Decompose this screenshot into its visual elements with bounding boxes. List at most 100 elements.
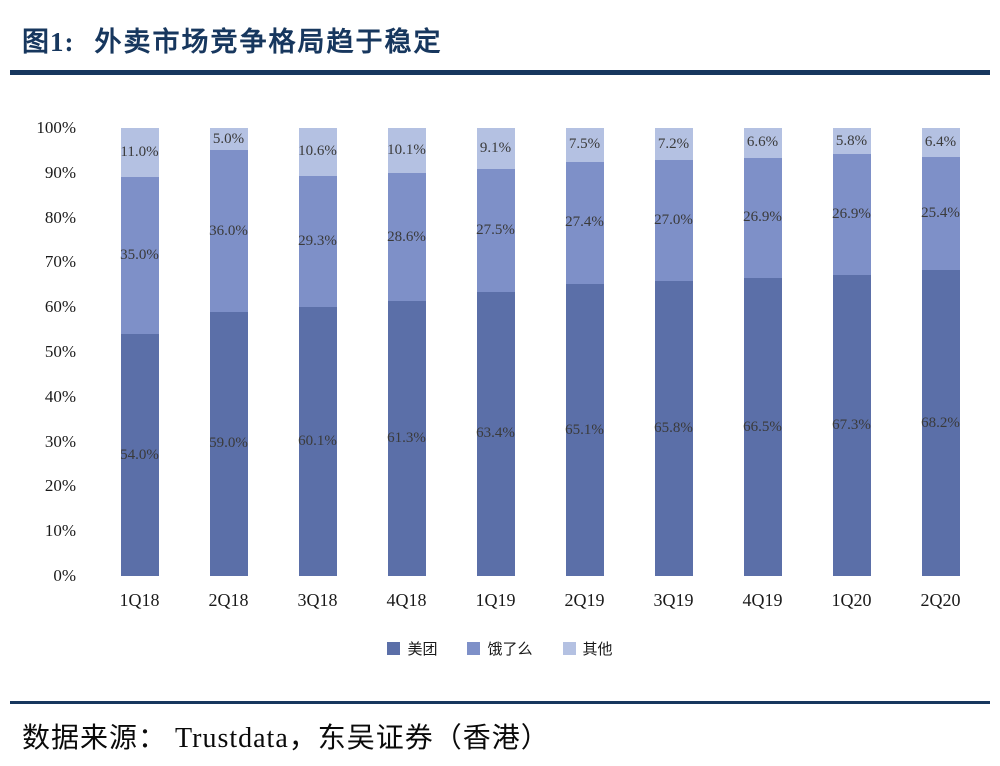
bar-value-label: 10.1% <box>387 142 426 159</box>
stacked-bar: 65.8% 27.0% 7.2% <box>654 128 693 576</box>
bar-segment-eleme: 27.0% <box>654 160 693 282</box>
x-axis-label: 3Q19 <box>653 590 694 610</box>
bar-value-label: 6.6% <box>746 134 779 151</box>
bar-column: 59.0% 36.0% 5.0% <box>184 128 273 576</box>
bar-segment-others: 7.2% <box>654 128 693 161</box>
legend: 美团 饿了么 其他 <box>0 638 1000 659</box>
x-axis-label: 4Q19 <box>742 590 783 610</box>
stacked-bar: 60.1% 29.3% 10.6% <box>298 128 337 576</box>
stacked-bar: 61.3% 28.6% 10.1% <box>387 128 426 576</box>
y-axis-label: 70% <box>44 252 76 272</box>
bar-segment-eleme: 35.0% <box>120 177 159 335</box>
x-axis-label: 2Q20 <box>920 590 961 610</box>
y-axis-label: 0% <box>53 566 76 585</box>
bar-value-label: 11.0% <box>120 144 159 161</box>
bar-segment-meituan: 67.3% <box>832 274 871 576</box>
x-axis-label: 2Q19 <box>564 590 605 610</box>
bar-segment-meituan: 54.0% <box>120 334 159 576</box>
figure-number: 图1: <box>22 27 75 57</box>
legend-item-meituan: 美团 <box>387 638 437 659</box>
bar-value-label: 67.3% <box>832 416 871 433</box>
bar-value-label: 25.4% <box>921 205 960 222</box>
bar-column: 65.1% 27.4% 7.5% <box>540 128 629 576</box>
bar-value-label: 27.0% <box>654 212 693 229</box>
bar-segment-eleme: 36.0% <box>209 150 248 312</box>
bar-segment-meituan: 65.8% <box>654 281 693 576</box>
y-axis-label: 10% <box>44 521 76 541</box>
bar-value-label: 10.6% <box>298 143 337 160</box>
bar-value-label: 26.9% <box>832 205 871 222</box>
bar-value-label: 7.5% <box>568 136 601 153</box>
bar-column: 66.5% 26.9% 6.6% <box>718 128 807 576</box>
bar-value-label: 5.0% <box>212 130 245 147</box>
bar-column: 67.3% 26.9% 5.8% <box>807 128 896 576</box>
x-axis-label: 1Q19 <box>475 590 516 610</box>
bar-segment-others: 5.8% <box>832 128 871 154</box>
bar-segment-eleme: 27.5% <box>476 168 515 292</box>
bar-column: 61.3% 28.6% 10.1% <box>362 128 451 576</box>
bar-segment-eleme: 26.9% <box>743 157 782 279</box>
x-axis-label: 3Q18 <box>297 590 338 610</box>
y-axis-label: 40% <box>44 386 76 406</box>
y-axis-label: 100% <box>36 118 76 137</box>
legend-swatch <box>467 642 481 655</box>
footer-divider <box>10 701 990 704</box>
bar-segment-eleme: 25.4% <box>921 156 960 271</box>
bar-column: 60.1% 29.3% 10.6% <box>273 128 362 576</box>
legend-swatch <box>387 642 401 655</box>
bar-value-label: 66.5% <box>743 418 782 435</box>
legend-item-eleme: 饿了么 <box>467 638 533 659</box>
y-axis: 0% 10% 20% 30% 40% 50% 60% 70% 80% 90% 100% <box>0 118 80 585</box>
stacked-bar: 66.5% 26.9% 6.6% <box>743 128 782 576</box>
bar-value-label: 6.4% <box>924 133 957 150</box>
plot-area: 54.0% 35.0% 11.0% 59.0% 36.0% 5.0% 60.1% 29.3% 1… <box>95 128 985 576</box>
bar-segment-meituan: 61.3% <box>387 301 426 576</box>
y-axis-label: 60% <box>44 297 76 317</box>
bar-segment-others: 6.4% <box>921 128 960 157</box>
y-axis-label: 80% <box>44 207 76 227</box>
bar-segment-meituan: 68.2% <box>921 270 960 576</box>
x-axis-label: 1Q20 <box>831 590 872 610</box>
bar-value-label: 54.0% <box>120 446 159 463</box>
bar-value-label: 29.3% <box>298 232 337 249</box>
bar-value-label: 65.1% <box>565 421 604 438</box>
bar-value-label: 35.0% <box>120 247 159 264</box>
legend-swatch <box>562 642 576 655</box>
bar-value-label: 26.9% <box>743 209 782 226</box>
figure-title-text: 外卖市场竞争格局趋于稳定 <box>94 27 443 57</box>
stacked-bar: 54.0% 35.0% 11.0% <box>120 128 159 576</box>
bar-segment-meituan: 66.5% <box>743 278 782 576</box>
bar-value-label: 5.8% <box>835 132 868 149</box>
bar-column: 63.4% 27.5% 9.1% <box>451 128 540 576</box>
x-axis-label: 4Q18 <box>386 590 427 610</box>
bar-segment-eleme: 26.9% <box>832 154 871 275</box>
bar-segment-others: 10.1% <box>387 128 426 174</box>
y-axis-label: 30% <box>44 431 76 451</box>
y-axis-label: 90% <box>44 162 76 182</box>
bar-segment-meituan: 63.4% <box>476 291 515 576</box>
legend-label: 其他 <box>582 642 613 658</box>
legend-label: 饿了么 <box>487 642 533 658</box>
bar-column: 68.2% 25.4% 6.4% <box>896 128 985 576</box>
stacked-bar: 68.2% 25.4% 6.4% <box>921 128 960 576</box>
bar-column: 65.8% 27.0% 7.2% <box>629 128 718 576</box>
bar-value-label: 27.5% <box>476 221 515 238</box>
bar-segment-others: 6.6% <box>743 128 782 158</box>
bar-value-label: 59.0% <box>209 435 248 452</box>
bar-segment-eleme: 28.6% <box>387 173 426 302</box>
stacked-bar: 65.1% 27.4% 7.5% <box>565 128 604 576</box>
bar-value-label: 28.6% <box>387 228 426 245</box>
bar-value-label: 7.2% <box>657 135 690 152</box>
bar-segment-meituan: 65.1% <box>565 284 604 576</box>
bar-segment-others: 5.0% <box>209 128 248 151</box>
bar-value-label: 9.1% <box>479 139 512 156</box>
legend-label: 美团 <box>407 642 438 658</box>
bar-column: 54.0% 35.0% 11.0% <box>95 128 184 576</box>
x-axis-label: 2Q18 <box>208 590 249 610</box>
bar-segment-eleme: 29.3% <box>298 175 337 307</box>
title-divider <box>10 70 990 75</box>
bar-segment-meituan: 59.0% <box>209 311 248 576</box>
bar-value-label: 65.8% <box>654 420 693 437</box>
y-axis-label: 50% <box>44 342 76 361</box>
